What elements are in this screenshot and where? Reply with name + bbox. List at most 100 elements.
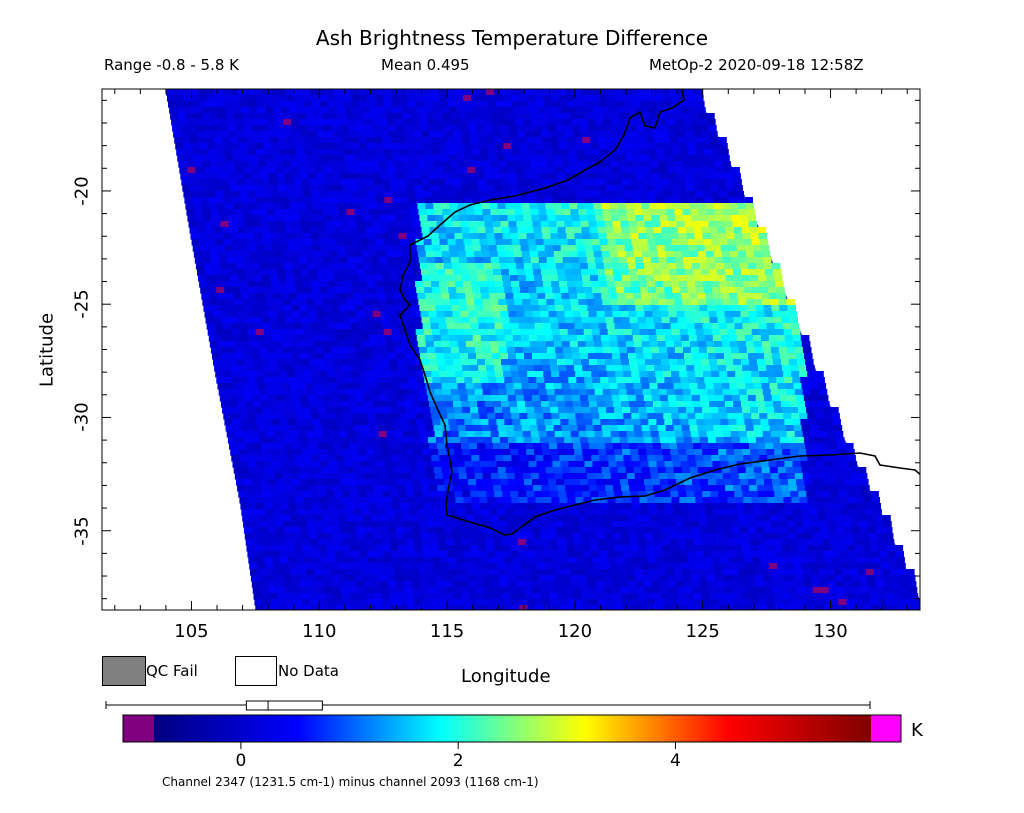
swath-pixel [760,377,769,384]
swath-pixel [566,323,576,330]
swath-pixel [687,455,696,462]
swath-pixel [618,209,627,216]
swath-pixel [368,245,378,252]
swath-pixel [629,359,638,366]
swath-pixel [662,233,672,240]
swath-pixel [269,401,278,408]
swath-pixel [624,149,633,156]
swath-pixel [667,437,677,444]
swath-pixel [704,419,713,426]
swath-pixel [519,95,528,102]
swath-pixel [554,389,564,396]
swath-pixel [682,209,691,216]
swath-pixel [486,89,495,96]
swath-pixel [652,353,661,360]
swath-pixel [450,473,460,480]
swath-pixel [724,311,734,318]
swath-pixel [760,245,770,252]
swath-pixel [845,443,854,450]
swath-pixel [423,191,432,198]
swath-pixel [354,473,364,480]
swath-pixel [645,359,654,366]
swath-pixel [649,341,659,348]
swath-pixel [646,89,655,96]
swath-pixel [611,263,621,270]
swath-pixel [771,263,781,270]
swath-pixel [437,227,447,234]
swath-pixel [697,107,706,114]
swath-pixel [291,305,300,312]
swath-pixel [236,479,245,486]
swath-pixel [378,257,388,264]
swath-pixel [544,245,554,252]
swath-pixel [454,407,463,414]
swath-pixel [730,209,739,216]
swath-pixel [316,353,325,360]
swath-pixel [513,155,522,162]
swath-pixel [333,269,342,276]
swath-pixel [234,161,243,168]
swath-pixel [504,101,513,108]
swath-pixel [175,143,184,150]
swath-pixel [784,377,793,384]
swath-pixel [458,257,468,264]
swath-pixel [602,257,612,264]
swath-pixel [575,281,584,288]
swath-pixel [506,113,515,120]
swath-pixel [694,491,703,498]
swath-pixel [456,377,465,384]
swath-pixel [536,149,545,156]
swath-pixel [645,131,654,138]
swath-pixel [662,449,671,456]
swath-pixel [465,425,475,432]
swath-pixel [257,467,267,474]
swath-pixel [247,371,256,378]
swath-pixel [670,185,679,192]
swath-pixel [586,389,596,396]
swath-pixel [324,221,334,228]
swath-pixel [405,401,414,408]
swath-pixel [329,467,339,474]
swath-pixel [303,329,313,336]
swath-pixel [569,293,578,300]
swath-pixel [384,461,394,468]
swath-pixel [376,461,386,468]
swath-pixel [631,239,641,246]
swath-pixel [643,395,653,402]
swath-pixel [281,341,291,348]
swath-pixel [750,365,759,372]
swath-pixel [799,413,808,420]
swath-pixel [618,299,627,306]
swath-pixel [192,101,201,108]
swath-pixel [241,467,251,474]
swath-pixel [585,467,595,474]
swath-pixel [568,377,577,384]
swath-pixel [341,317,351,324]
swath-pixel [724,173,733,180]
swath-pixel [256,461,266,468]
swath-pixel [287,455,296,462]
swath-pixel [560,287,569,294]
swath-pixel [520,149,529,156]
swath-pixel [474,113,483,120]
swath-pixel [497,203,506,210]
swath-pixel [276,353,285,360]
swath-pixel [469,227,479,234]
swath-pixel [449,467,459,474]
swath-pixel [433,383,443,390]
swath-pixel [701,443,710,450]
swath-pixel [495,281,504,288]
swath-pixel [720,245,730,252]
swath-pixel [448,419,457,426]
swath-pixel [360,377,369,384]
swath-pixel [682,431,692,438]
swath-pixel [537,383,547,390]
swath-pixel [393,425,403,432]
swath-pixel [510,407,519,414]
swath-pixel [313,155,322,162]
swath-pixel [508,353,517,360]
swath-pixel [494,185,503,192]
swath-pixel [485,401,494,408]
swath-pixel [483,263,493,270]
swath-pixel [369,107,378,114]
